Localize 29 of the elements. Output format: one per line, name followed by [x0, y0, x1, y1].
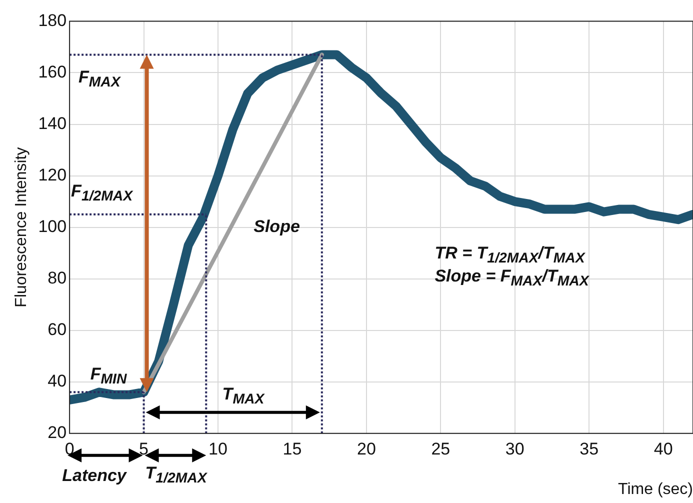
x-tick-label: 10: [208, 439, 228, 458]
x-tick-label: 5: [139, 439, 149, 458]
annotation: TR = T$_{1/2MAX}$/T$_{MAX}$: [434, 242, 585, 266]
y-tick-label: 40: [48, 372, 67, 391]
x-tick-label: 15: [282, 439, 302, 458]
y-tick-label: 140: [38, 114, 67, 133]
y-tick-label: 100: [38, 216, 67, 236]
annotation: T$_{MAX}$: [222, 384, 264, 410]
y-tick-label: 20: [48, 423, 67, 442]
annotation: F$_{MAX}$: [78, 68, 120, 94]
x-tick-label: 20: [356, 439, 376, 458]
y-tick-label: 60: [48, 320, 67, 340]
annotation: F$_{1/2MAX}$: [71, 181, 133, 206]
annotation: F$_{MIN}$: [90, 364, 127, 390]
x-tick-label: 25: [431, 439, 450, 458]
x-tick-label: 40: [654, 439, 673, 458]
x-axis-title: Time (sec): [618, 480, 693, 498]
y-tick-label: 80: [48, 268, 67, 288]
text: T$_{1/2MAX}$: [145, 463, 207, 489]
x-tick-label: 0: [64, 439, 74, 458]
x-tick-label: 30: [505, 439, 524, 458]
text: Latency: [62, 466, 126, 486]
annotation: Slope = F$_{MAX}$/T$_{MAX}$: [434, 266, 589, 292]
x-tick-label: 35: [580, 439, 599, 458]
y-tick-label: 160: [38, 62, 67, 82]
y-axis-title: Fluorescence Intensity: [13, 147, 30, 308]
annotation: Slope: [254, 217, 300, 238]
y-tick-label: 180: [38, 10, 67, 30]
y-tick-label: 120: [38, 165, 67, 184]
